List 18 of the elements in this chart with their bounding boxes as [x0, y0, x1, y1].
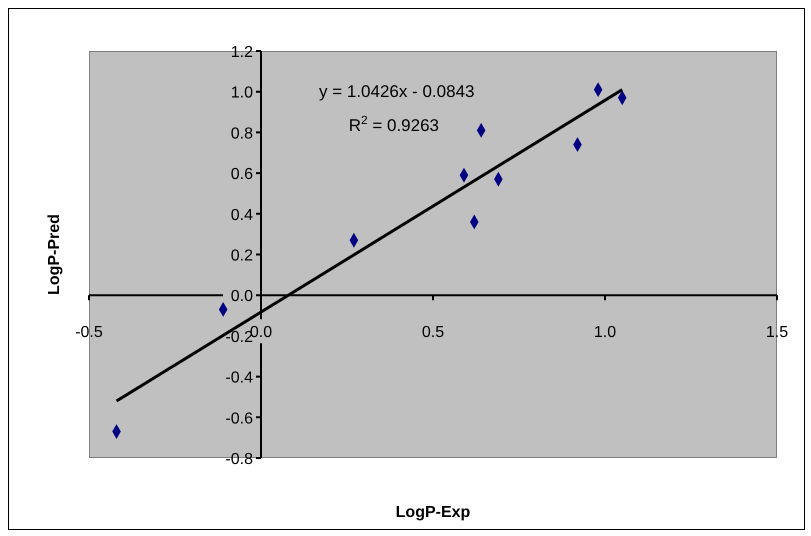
y-tick-label: 1.2: [230, 44, 254, 61]
y-axis-title: LogP-Pred: [46, 214, 63, 295]
y-tick-label: 1.0: [230, 84, 254, 102]
y-tick-label: -0.6: [225, 410, 254, 428]
y-tick-label: 0.8: [230, 125, 254, 142]
y-tick-label: 0.4: [230, 206, 254, 224]
x-tick-label: 1.5: [766, 324, 788, 342]
y-tick-label: -0.8: [225, 451, 254, 468]
y-tick-label: 0.2: [230, 248, 254, 264]
x-tick-label: -0.5: [75, 324, 103, 342]
y-tick-label: 0.0: [230, 288, 254, 306]
y-tick-label: -0.4: [225, 370, 254, 387]
x-tick-label: 1.0: [594, 324, 616, 342]
x-axis-title: LogP-Exp: [396, 504, 471, 521]
x-tick-label: 0.5: [422, 324, 444, 342]
annotation: y = 1.0426x - 0.0843: [319, 82, 474, 101]
annotation: R$^{2}$ = 0.9263: [348, 113, 439, 135]
y-tick-label: 0.6: [230, 166, 254, 184]
